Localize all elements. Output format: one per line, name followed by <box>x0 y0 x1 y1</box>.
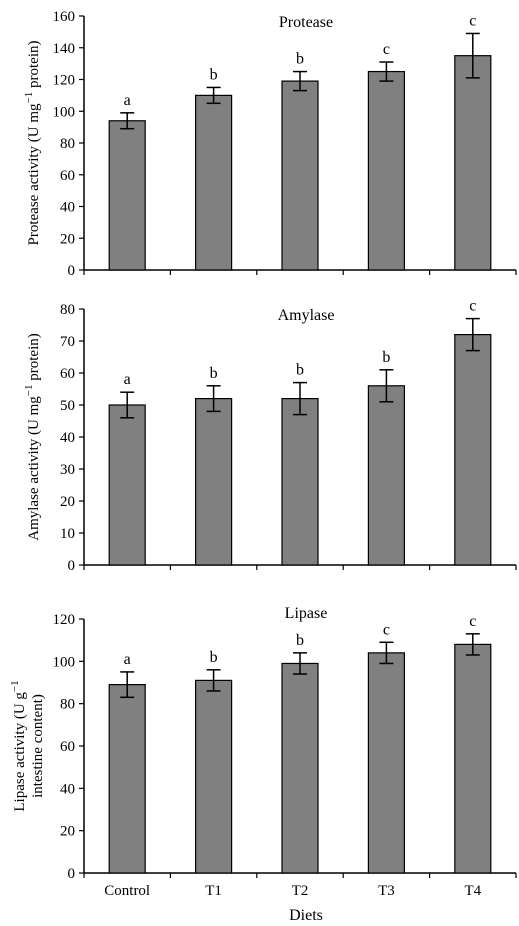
y-axis-label: Lipase activity (U g−1 <box>9 680 28 811</box>
significance-label: c <box>383 41 390 58</box>
bar <box>195 94 233 271</box>
significance-label: c <box>469 12 476 29</box>
significance-label: c <box>469 298 476 315</box>
y-tick-label: 60 <box>60 168 75 184</box>
significance-label: b <box>210 649 218 666</box>
significance-label: b <box>296 362 304 379</box>
y-axis-label-line2: intestine content) <box>30 694 46 798</box>
x-axis-label: Diets <box>289 907 323 924</box>
chart-panel-2: 0 10 20 30 40 50 60 70 80 Amylase Amylase activity… <box>23 298 517 574</box>
y-tick-label: 40 <box>60 430 75 446</box>
bar <box>195 679 233 874</box>
y-tick-label: 120 <box>53 612 76 628</box>
significance-label: b <box>210 66 218 83</box>
significance-label: b <box>382 349 390 366</box>
y-tick-label: 30 <box>60 462 75 478</box>
y-axis-label: Amylase activity (U mg−1 protein) <box>23 333 42 541</box>
x-tick-label: Control <box>104 883 150 899</box>
y-tick-label: 40 <box>60 200 75 216</box>
y-tick-label: 50 <box>60 398 75 414</box>
chart-title: Protease <box>279 14 333 31</box>
significance-label: b <box>296 51 304 68</box>
bar <box>108 120 146 271</box>
y-tick-label: 140 <box>53 41 76 57</box>
y-tick-label: 160 <box>53 9 76 25</box>
y-axis-label: Protease activity (U mg−1 protein) <box>23 40 42 245</box>
y-tick-label: 0 <box>68 558 76 574</box>
chart-panel-1: 0 20 40 60 80 100 120 140 160 Protease Protease ac… <box>23 9 517 279</box>
y-tick-label: 20 <box>60 824 75 840</box>
y-tick-label: 0 <box>68 263 76 279</box>
y-tick-label: 80 <box>60 136 75 152</box>
x-tick-label: T3 <box>378 883 395 899</box>
significance-label: a <box>124 92 131 109</box>
bar <box>367 385 405 566</box>
y-tick-label: 100 <box>53 654 76 670</box>
significance-label: a <box>124 371 131 388</box>
x-tick-label: T2 <box>292 883 309 899</box>
bar <box>281 80 319 271</box>
significance-label: a <box>124 651 131 668</box>
y-tick-label: 100 <box>53 104 76 120</box>
significance-label: c <box>469 613 476 630</box>
y-tick-label: 80 <box>60 697 75 713</box>
y-tick-label: 20 <box>60 231 75 247</box>
significance-label: b <box>210 365 218 382</box>
bar <box>367 70 405 271</box>
bar <box>454 643 492 874</box>
chart-title: Lipase <box>285 605 328 622</box>
y-tick-label: 10 <box>60 526 75 542</box>
bar <box>108 404 146 566</box>
y-tick-label: 80 <box>60 302 75 318</box>
bar <box>281 662 319 874</box>
bar <box>367 652 405 874</box>
y-tick-label: 40 <box>60 781 75 797</box>
y-tick-label: 70 <box>60 334 75 350</box>
y-tick-label: 60 <box>60 366 75 382</box>
bar <box>195 398 233 566</box>
bar <box>281 398 319 566</box>
y-tick-label: 120 <box>53 73 76 89</box>
bar <box>108 684 146 874</box>
x-tick-label: T1 <box>205 883 222 899</box>
y-tick-label: 60 <box>60 739 75 755</box>
significance-label: c <box>383 621 390 638</box>
chart-title: Amylase <box>278 307 335 324</box>
x-tick-label: T4 <box>464 883 481 899</box>
bar <box>454 334 492 566</box>
bar <box>454 55 492 271</box>
y-tick-label: 20 <box>60 494 75 510</box>
chart-panel-3: 0 20 40 60 80 100 120 Lipase Lipase activity (U … <box>9 605 517 924</box>
significance-label: b <box>296 632 304 649</box>
y-tick-label: 0 <box>68 866 76 882</box>
